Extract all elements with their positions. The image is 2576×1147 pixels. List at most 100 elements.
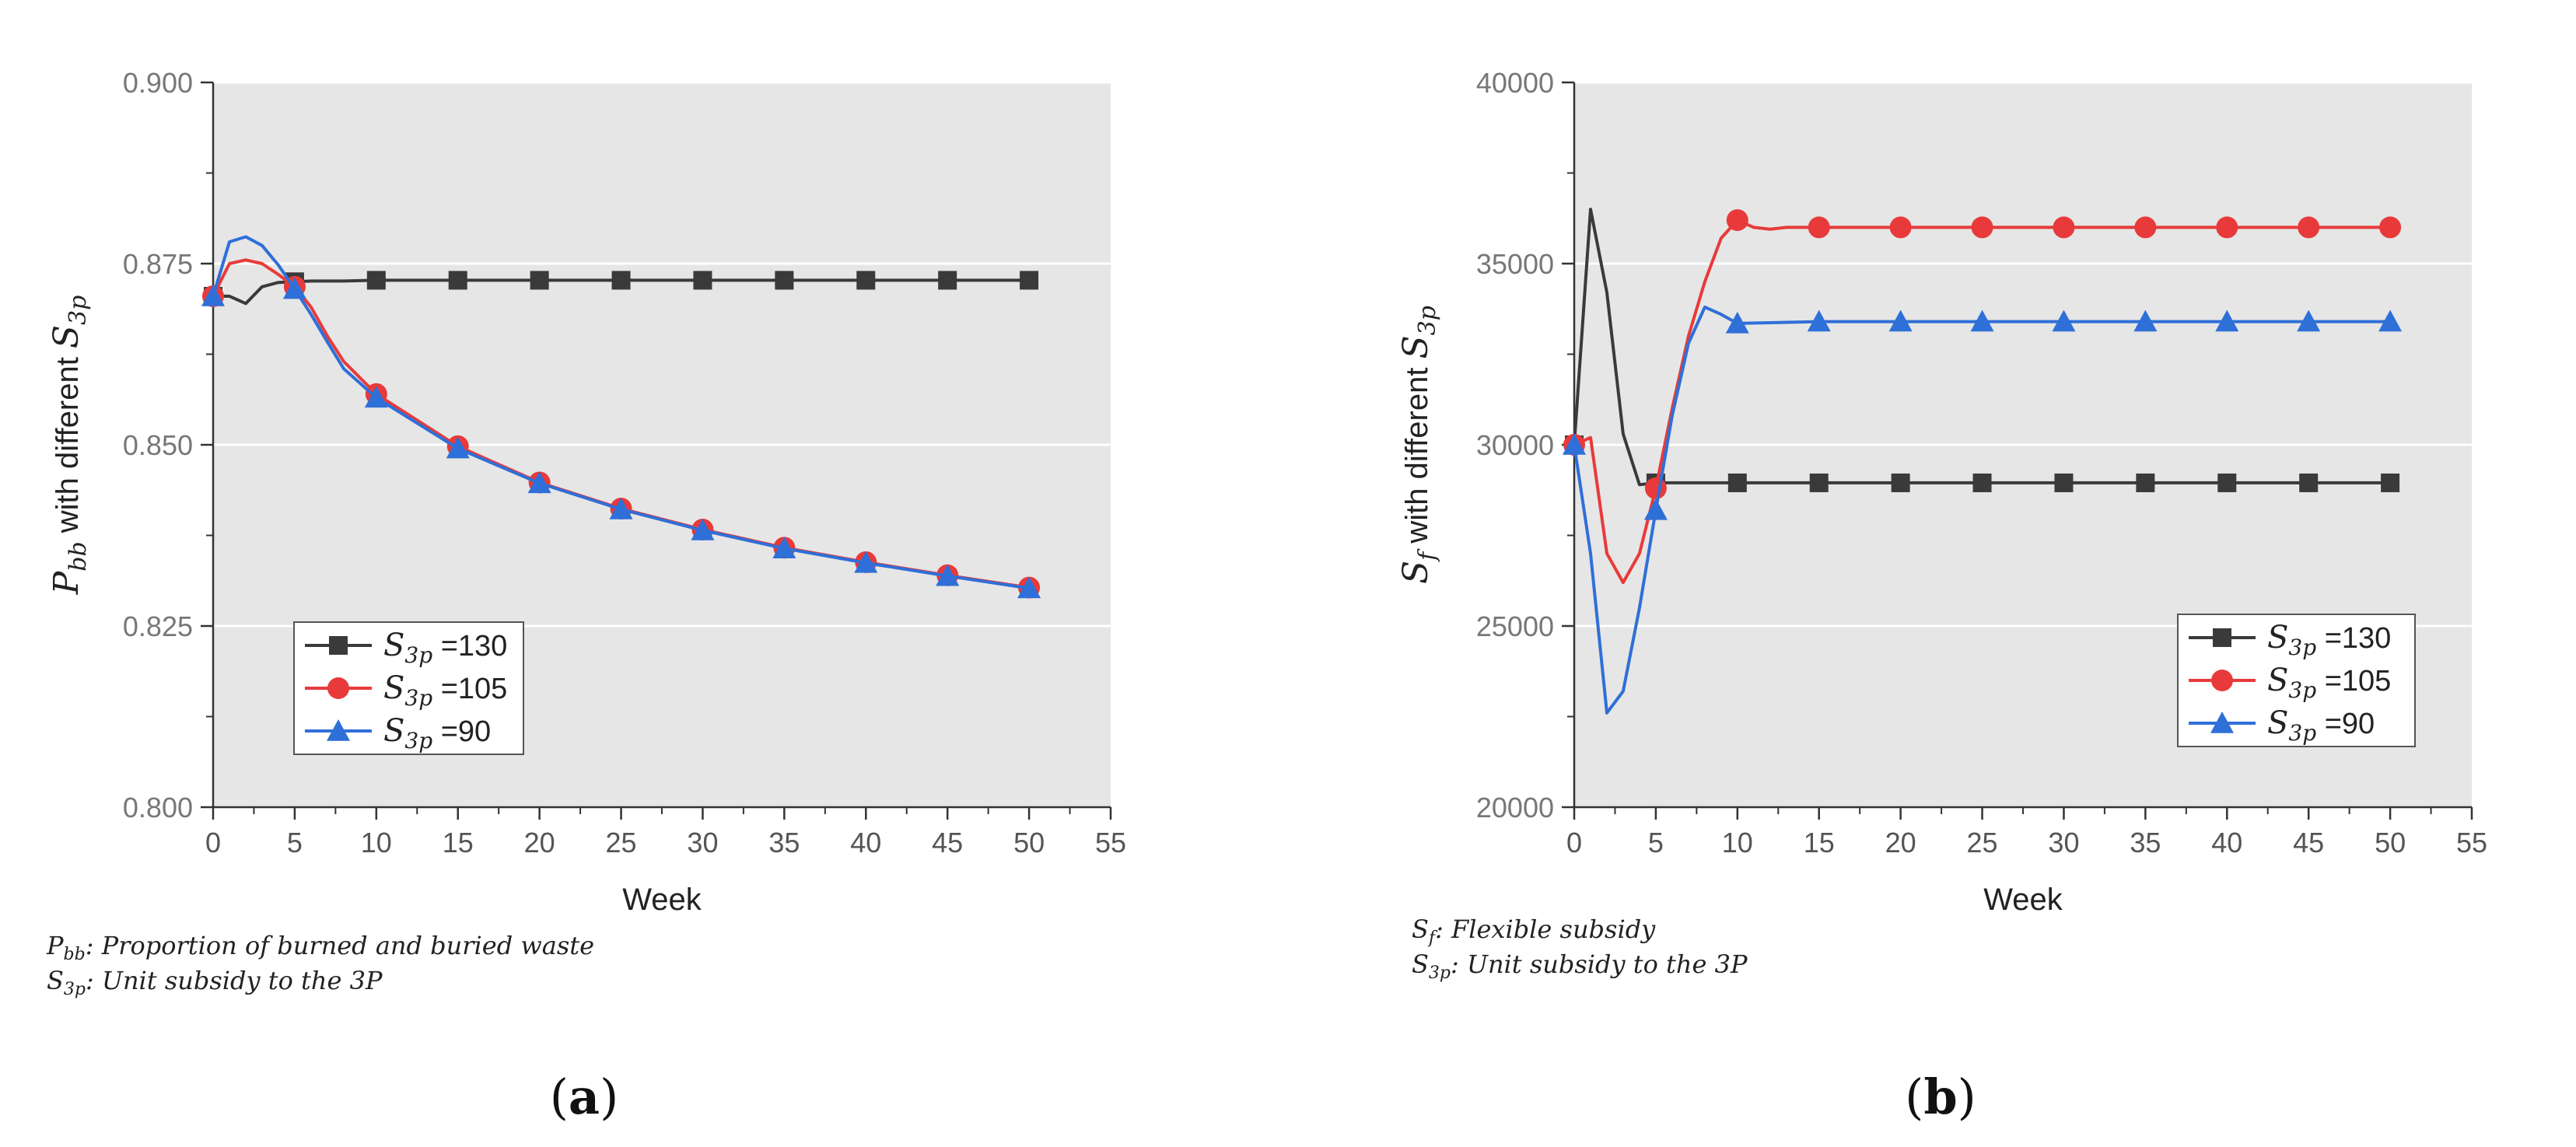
x-tick-label: 40 <box>2211 827 2242 859</box>
data-point-triangle <box>1725 311 1749 334</box>
data-point-circle <box>2298 216 2320 239</box>
data-point-triangle <box>2297 309 2321 332</box>
x-tick-label: 5 <box>287 827 303 859</box>
data-point-triangle <box>1563 433 1586 455</box>
data-point-triangle <box>772 537 796 559</box>
x-tick-label: 50 <box>2375 827 2406 859</box>
data-point-square <box>448 271 467 290</box>
y-axis-title-text: with different <box>1400 358 1434 551</box>
x-tick-label: 10 <box>361 827 392 859</box>
x-tick-label: 15 <box>443 827 474 859</box>
y-tick-label: 0.850 <box>123 429 193 461</box>
panel-label-open: ( <box>1905 1068 1923 1125</box>
data-point-triangle <box>2215 309 2239 332</box>
footnote: S3p: Unit subsidy to the 3P <box>1412 949 1748 983</box>
data-point-square <box>938 271 957 290</box>
data-point-triangle <box>691 518 715 540</box>
data-point-square <box>2136 473 2155 492</box>
x-tick-label: 0 <box>1566 827 1582 859</box>
y-axis-title-var2: S <box>47 325 86 348</box>
data-point-square <box>693 271 712 290</box>
x-axis-title: Week <box>622 883 702 917</box>
x-tick-label: 10 <box>1722 827 1753 859</box>
x-tick-label: 40 <box>850 827 881 859</box>
y-tick-label: 0.825 <box>123 610 193 642</box>
footnote: Sf: Flexible subsidy <box>1412 914 1656 948</box>
y-axis-title: Pbb with different S3p <box>47 295 92 596</box>
data-point-triangle <box>2133 309 2158 332</box>
x-tick-label: 45 <box>932 827 963 859</box>
legend-marker-square <box>2213 628 2231 647</box>
y-axis-title-text: with different <box>51 348 85 541</box>
y-tick-label: 0.875 <box>123 248 193 280</box>
x-axis-title: Week <box>1983 883 2063 917</box>
legend-label-var: S <box>383 713 404 749</box>
legend-label: S3p =105 <box>2267 663 2391 703</box>
panel-label-letter: a <box>569 1068 600 1125</box>
x-tick-label: 5 <box>1648 827 1664 859</box>
y-axis-title-var2: S <box>1396 335 1436 358</box>
data-point-square <box>1727 473 1747 492</box>
legend-label-var: S <box>2267 663 2288 698</box>
data-point-square <box>1809 473 1829 492</box>
y-tick-label: 40000 <box>1476 67 1554 99</box>
y-axis-title-sub2: 3p <box>1414 306 1441 335</box>
x-tick-label: 55 <box>1095 827 1126 859</box>
chart-panel-1: 20000 25000 30000 35000 40000 0 5 10 15 20 25 30 35 4… <box>1396 67 2487 1125</box>
y-axis-title-var: P <box>47 570 86 595</box>
data-point-triangle <box>1643 498 1668 520</box>
data-point-circle <box>1808 216 1830 239</box>
panel-label-close: ) <box>600 1068 618 1125</box>
x-tick-label: 20 <box>524 827 555 859</box>
legend-label-sub: 3p <box>2288 635 2316 660</box>
data-point-triangle <box>1970 309 1994 332</box>
data-point-triangle <box>527 471 551 494</box>
x-tick-label: 50 <box>1013 827 1045 859</box>
x-tick-label: 30 <box>2048 827 2079 859</box>
y-tick-label: 0.800 <box>123 792 193 824</box>
data-point-circle <box>1889 216 1912 239</box>
data-point-triangle <box>282 277 306 299</box>
footnote-text: : Unit subsidy to the 3P <box>1451 949 1748 979</box>
legend-label-value: =105 <box>2316 665 2391 698</box>
panel-label: (b) <box>1905 1068 1976 1125</box>
legend-label: S3p =130 <box>383 628 507 668</box>
y-tick-label: 0.900 <box>123 67 193 99</box>
x-tick-label: 35 <box>768 827 800 859</box>
legend-label-value: =130 <box>432 630 507 663</box>
data-point-square <box>2217 473 2237 492</box>
y-tick-label: 20000 <box>1476 792 1554 824</box>
data-point-square <box>2381 473 2400 492</box>
data-point-triangle <box>1017 576 1041 599</box>
footnote: Pbb: Proportion of burned and buried was… <box>46 931 594 964</box>
data-point-triangle <box>2052 309 2076 332</box>
y-axis-title-var: S <box>1396 561 1436 584</box>
x-tick-label: 30 <box>687 827 718 859</box>
footnote-sub: 3p <box>64 980 86 999</box>
legend-label-var: S <box>2267 620 2288 656</box>
data-point-square <box>856 271 876 290</box>
y-tick-label: 25000 <box>1476 610 1554 642</box>
legend-marker-triangle <box>327 719 350 741</box>
data-point-triangle <box>201 284 225 306</box>
data-point-circle <box>1644 477 1667 499</box>
x-tick-label: 35 <box>2130 827 2161 859</box>
data-point-triangle <box>2378 309 2403 332</box>
footnote-text: : Flexible subsidy <box>1435 914 1656 944</box>
legend-label-sub: 3p <box>404 642 432 668</box>
footnote: S3p: Unit subsidy to the 3P <box>47 966 383 999</box>
series-line-0 <box>213 278 1030 306</box>
legend-label: S3p =130 <box>2267 620 2391 660</box>
legend-label-value: =105 <box>432 673 507 705</box>
data-point-square <box>1972 473 1992 492</box>
footnote-text: : Proportion of burned and buried waste <box>86 931 594 960</box>
chart-panel-0: 0.800 0.825 0.850 0.875 0.900 0 5 10 15 20 25 30 35 4… <box>46 67 1126 1125</box>
legend-label-sub: 3p <box>2288 720 2316 746</box>
panel-label-letter: b <box>1923 1068 1957 1125</box>
data-point-square <box>2299 473 2319 492</box>
x-tick-label: 25 <box>1967 827 1998 859</box>
